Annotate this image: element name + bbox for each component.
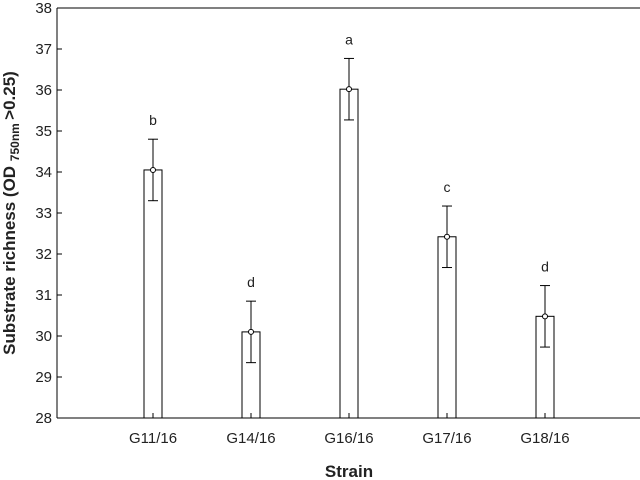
x-tick-label: G18/16 (520, 430, 569, 447)
x-tick-label: G14/16 (226, 430, 275, 447)
y-tick-label: 37 (35, 41, 52, 58)
mean-marker (346, 86, 352, 93)
y-tick-label: 32 (35, 246, 52, 263)
y-tick-label: 31 (35, 287, 52, 304)
significance-label: b (149, 112, 157, 128)
y-tick-label: 28 (35, 410, 52, 427)
x-axis-title: Strain (325, 462, 373, 480)
bar (339, 88, 359, 419)
significance-label: d (541, 259, 549, 275)
significance-label: d (247, 274, 255, 290)
x-axis-ticks: G11/16 G14/16 G16/16 G17/16 G18/16 (129, 413, 570, 447)
y-axis-title-suffix: >0.25) (0, 71, 19, 120)
y-axis-title-main: Substrate richness (OD (0, 161, 19, 355)
significance-label: a (345, 31, 353, 47)
y-tick-label: 35 (35, 123, 52, 140)
y-tick-label: 34 (35, 164, 52, 181)
mean-marker (542, 313, 548, 320)
y-tick-label: 29 (35, 369, 52, 386)
y-tick-label: 38 (35, 0, 52, 17)
y-axis-title: Substrate richness (OD 750nm >0.25) (0, 71, 22, 355)
y-axis-ticks: 28 29 30 31 32 33 34 35 36 37 38 (35, 0, 62, 427)
mean-marker (248, 328, 254, 335)
mean-marker (444, 233, 450, 240)
significance-label: c (444, 179, 451, 195)
mean-marker (150, 166, 156, 173)
y-tick-label: 33 (35, 205, 52, 222)
y-axis-title-subscript: 750nm (8, 120, 22, 161)
x-tick-label: G11/16 (129, 430, 177, 447)
x-tick-label: G16/16 (324, 430, 373, 447)
y-tick-label: 36 (35, 82, 52, 99)
bar (143, 169, 163, 419)
x-tick-label: G17/16 (422, 430, 471, 447)
y-tick-label: 30 (35, 328, 52, 345)
bars: b d a c d (143, 31, 555, 419)
